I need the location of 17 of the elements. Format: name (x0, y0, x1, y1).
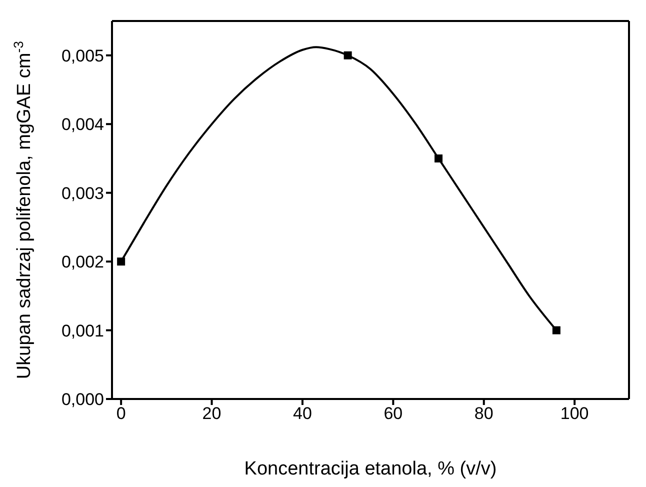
x-tick-label: 40 (293, 404, 312, 424)
x-tick-label: 20 (202, 404, 222, 424)
x-tick-label: 100 (560, 404, 589, 424)
y-tick-label: 0,003 (61, 184, 104, 203)
y-tick-label: 0,004 (61, 115, 104, 134)
x-axis-title: Koncentracija etanola, % (v/v) (244, 458, 497, 480)
y-tick-label: 0,002 (61, 252, 104, 272)
point (117, 258, 126, 266)
y-tick-label: 0,001 (61, 321, 104, 340)
x-tick-label: 0 (116, 404, 126, 424)
y-tick-label: 0,000 (61, 390, 104, 410)
x-tick-label: 80 (474, 404, 494, 424)
point (434, 154, 443, 162)
point (344, 51, 352, 60)
x-tick-label: 60 (384, 404, 403, 424)
point (552, 326, 560, 334)
y-tick-label: 0,005 (61, 46, 104, 66)
